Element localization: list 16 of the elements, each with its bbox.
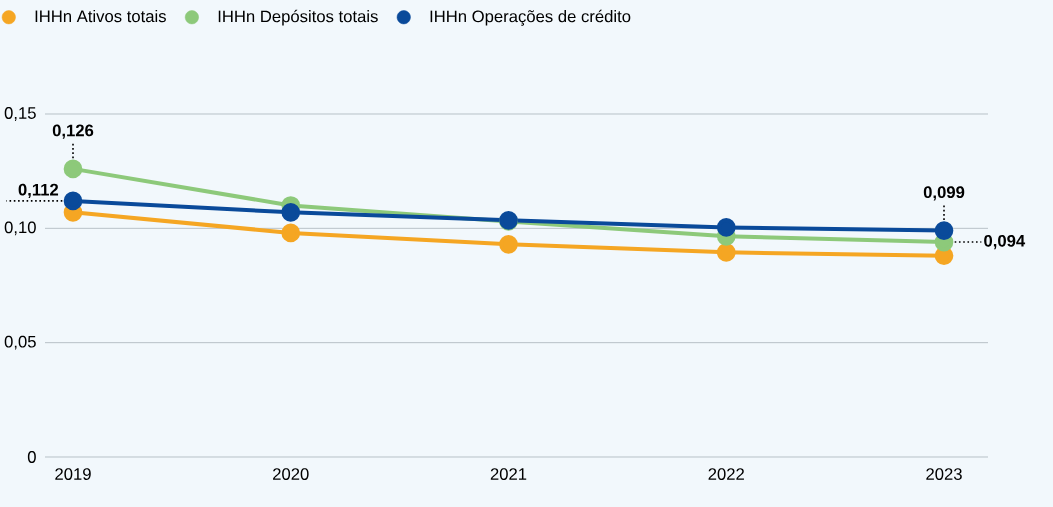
x-tick-label: 2021 <box>490 468 527 480</box>
annotation: 0,099 <box>923 186 965 201</box>
annotation: 0,126 <box>52 124 94 139</box>
x-tick-label: 2023 <box>926 468 962 480</box>
legend-label: IHHn Ativos totais <box>35 9 166 23</box>
y-tick-label: 0,15 <box>4 107 36 121</box>
x-tick-label: 2019 <box>55 468 91 480</box>
y-tick-label: 0 <box>27 451 36 463</box>
annotation: 0,094 <box>984 234 1026 250</box>
x-tick-label: 2022 <box>708 468 744 480</box>
annotation: 0,112 <box>18 183 59 198</box>
legend-label: IHHn Depósitos totais <box>218 9 378 26</box>
y-tick-label: 0,10 <box>4 221 36 236</box>
y-tick-label: 0,05 <box>4 335 36 350</box>
legend-label: IHHn Operações de crédito <box>430 9 631 26</box>
x-tick-label: 2020 <box>273 468 309 480</box>
